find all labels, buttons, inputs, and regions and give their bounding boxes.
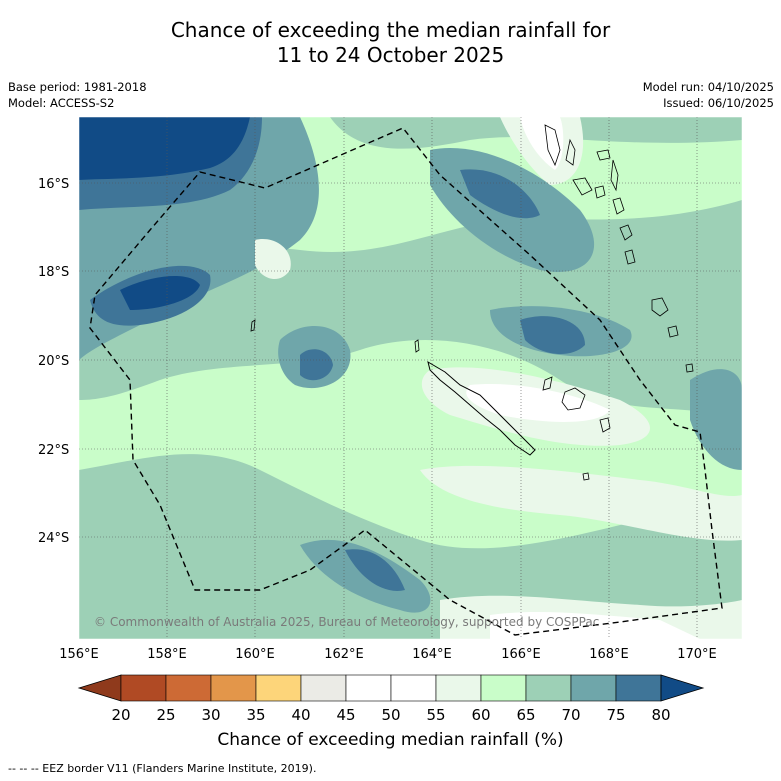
lat-label-22s: 22°S: [38, 443, 69, 458]
colorbar-swatch-60-65: [480, 674, 527, 702]
lon-label-162e: 162°E: [324, 647, 364, 662]
copyright-notice: © Commonwealth of Australia 2025, Bureau…: [94, 615, 599, 629]
zone-75-80-center: [300, 349, 333, 381]
colorbar-tick-75: 75: [606, 706, 625, 724]
colorbar-tick-35: 35: [246, 706, 265, 724]
zone-55-60-isolated: [255, 239, 291, 280]
lat-label-18s: 18°S: [38, 265, 69, 280]
title-line-2: 11 to 24 October 2025: [276, 43, 505, 67]
colorbar: 20 25 30 35 40 45 50 55 60 65 70 75 80: [77, 674, 705, 724]
zone-65-70-south: [79, 454, 742, 639]
graticule: [79, 117, 742, 639]
issued-date: Issued: 06/10/2025: [663, 96, 774, 110]
zone-80-plus-nw: [79, 117, 250, 180]
colorbar-title: Chance of exceeding median rainfall (%): [217, 730, 564, 750]
colorbar-swatch-35-40: [255, 674, 302, 702]
vanuatu-islands: [544, 124, 694, 373]
colorbar-swatch-75-80: [615, 674, 662, 702]
colorbar-swatch-20-25: [120, 674, 167, 702]
colorbar-swatch-45-50: [345, 674, 392, 702]
colorbar-tick-20: 20: [111, 706, 130, 724]
loyalty-island-ouvea: [542, 376, 553, 391]
lat-label-16s: 16°S: [38, 177, 69, 192]
zone-80-plus-west: [120, 275, 200, 310]
colorbar-swatch-70-75: [570, 674, 617, 702]
lat-label-24s: 24°S: [38, 531, 69, 546]
loyalty-island-lifou: [561, 387, 586, 411]
colorbar-swatch-40-45: [300, 674, 347, 702]
colorbar-tick-70: 70: [561, 706, 580, 724]
lon-label-168e: 168°E: [589, 647, 629, 662]
run-info: Model run: 04/10/2025 Issued: 06/10/2025: [643, 79, 774, 111]
colorbar-tick-30: 30: [201, 706, 220, 724]
colorbar-tick-55: 55: [426, 706, 445, 724]
zone-50-55-east: [466, 384, 610, 422]
colorbar-tick-80: 80: [651, 706, 670, 724]
title-line-1: Chance of exceeding the median rainfall …: [170, 18, 611, 42]
lon-label-170e: 170°E: [677, 647, 717, 662]
colorbar-swatch-65-70: [525, 674, 572, 702]
map-frame: [78, 116, 743, 640]
zone-75-80-east: [520, 316, 585, 355]
lon-label-160e: 160°E: [235, 647, 275, 662]
zone-70-75-far-east: [690, 369, 742, 470]
islet-west: [250, 319, 256, 332]
lon-label-164e: 164°E: [412, 647, 452, 662]
lat-label-20s: 20°S: [38, 354, 69, 369]
lon-label-166e: 166°E: [501, 647, 541, 662]
probability-fill: [79, 117, 742, 639]
loyalty-island-mare: [599, 417, 611, 433]
model-info: Base period: 1981-2018 Model: ACCESS-S2: [8, 79, 147, 111]
colorbar-tick-50: 50: [381, 706, 400, 724]
zone-75-80-south: [345, 549, 405, 591]
model-run-date: Model run: 04/10/2025: [642, 80, 774, 94]
base-period: Base period: 1981-2018: [8, 80, 147, 94]
lon-label-158e: 158°E: [147, 647, 187, 662]
colorbar-swatch-55-60: [435, 674, 482, 702]
colorbar-tick-45: 45: [336, 706, 355, 724]
new-caledonia-coastline: [427, 360, 536, 456]
colorbar-swatch-25-30: [165, 674, 212, 702]
colorbar-tick-60: 60: [471, 706, 490, 724]
eez-border: [89, 127, 723, 636]
zone-75-80-ne: [460, 169, 540, 219]
zone-55-60-south: [420, 465, 742, 541]
colorbar-extend-high: [660, 674, 705, 702]
zone-50-55-north: [520, 117, 564, 170]
colorbar-extend-low: [77, 674, 122, 702]
lon-label-156e: 156°E: [59, 647, 99, 662]
colorbar-swatch-30-35: [210, 674, 257, 702]
chart-title: Chance of exceeding the median rainfall …: [0, 18, 781, 68]
colorbar-tick-25: 25: [156, 706, 175, 724]
islet-chesterfield: [414, 339, 420, 353]
eez-legend-note: -- -- -- EEZ border V11 (Flanders Marine…: [8, 762, 317, 775]
colorbar-tick-65: 65: [516, 706, 535, 724]
model-name: Model: ACCESS-S2: [8, 96, 115, 110]
isle-of-pines: [582, 472, 590, 481]
colorbar-tick-40: 40: [291, 706, 310, 724]
colorbar-swatch-50-55: [390, 674, 437, 702]
